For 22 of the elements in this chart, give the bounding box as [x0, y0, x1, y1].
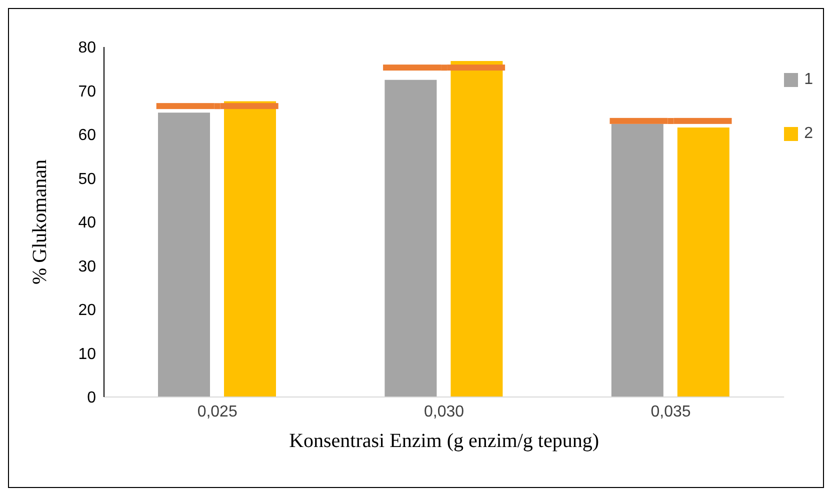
bar — [158, 112, 210, 397]
y-tick-label: 50 — [78, 170, 96, 188]
x-tick-label: 0,030 — [424, 403, 464, 420]
point — [214, 103, 220, 110]
y-tick-label: 60 — [78, 127, 96, 144]
y-tick-label: 0 — [87, 390, 96, 407]
y-tick-label: 80 — [78, 40, 96, 57]
bar — [384, 80, 437, 397]
y-axis-title: % Glukomanan — [29, 160, 52, 284]
bar — [677, 128, 730, 397]
y-tick-label: 40 — [78, 214, 96, 232]
y-tick-label: 30 — [78, 258, 96, 276]
x-axis-title: Konsentrasi Enzim (g enzim/g tepung) — [289, 430, 600, 452]
y-tick-label: 10 — [78, 346, 96, 363]
x-tick-label: 0,035 — [650, 403, 691, 420]
legend-label: 2 — [804, 125, 813, 143]
point — [668, 118, 674, 124]
legend-label: 1 — [804, 71, 813, 89]
y-tick-label: 20 — [78, 302, 96, 320]
y-tick-label: 70 — [78, 83, 96, 100]
x-tick-label: 0,025 — [197, 403, 238, 420]
point — [441, 64, 448, 71]
